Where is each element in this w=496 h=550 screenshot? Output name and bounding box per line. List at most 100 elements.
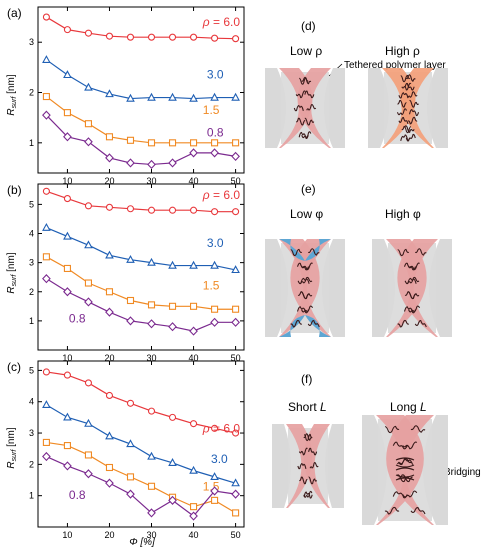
data-point-diamond: [189, 148, 198, 158]
polymer-chain: [304, 117, 315, 126]
polymer-chain: [304, 433, 313, 442]
bridging-chain: [395, 477, 415, 481]
data-point-diamond: [42, 274, 51, 284]
data-point-circle: [190, 206, 198, 214]
x-tick-label: 40: [189, 176, 199, 186]
data-point-circle: [168, 33, 177, 41]
bridging-chain: [395, 467, 415, 471]
data-point-circle: [84, 29, 92, 37]
diagram-f-right-junction: [362, 415, 448, 525]
data-point-square: [63, 442, 71, 450]
polymer-chain: [407, 91, 418, 98]
series-label: ρ = 6.0: [202, 421, 241, 435]
x-tick-label: 20: [104, 176, 114, 186]
data-point-triangle: [168, 260, 177, 269]
series-label: ρ = 6.0: [202, 15, 241, 29]
data-point-diamond: [147, 319, 156, 329]
data-point-circle: [126, 205, 135, 213]
data-point-diamond: [126, 316, 135, 326]
y-tick-label: 4: [29, 397, 34, 407]
series-line: [46, 190, 236, 213]
polymer-chain: [303, 491, 313, 499]
series-label: 0.8: [69, 312, 86, 326]
polymer-chain: [290, 248, 303, 257]
data-point-triangle: [63, 412, 72, 421]
data-point-square: [232, 139, 240, 147]
data-point-diamond: [126, 489, 135, 499]
y-tick-label: 1: [29, 491, 34, 501]
polymer-chain: [392, 441, 408, 450]
data-point-diamond: [210, 317, 219, 327]
data-point-square: [190, 139, 198, 147]
data-point-square: [232, 305, 240, 313]
diagram-d-right-junction: [368, 68, 448, 148]
polymer-layer-outer: [305, 239, 331, 261]
diagram-e-left-label: Low φ: [290, 207, 323, 221]
diagram-e-right-junction: [372, 239, 452, 337]
diagram-d-left-junction: [265, 68, 345, 148]
data-point-square: [42, 253, 50, 261]
data-point-triangle: [210, 92, 219, 101]
diagram-d-note: Tethered polymer layer: [344, 60, 446, 71]
data-point-triangle: [42, 222, 51, 231]
x-tick-label: 40: [189, 530, 199, 540]
series-label: ρ = 6.0: [202, 188, 241, 202]
data-point-square: [168, 139, 177, 147]
series-label: 3.0: [207, 236, 224, 250]
chart-panel-a: (a) 10 20 30 40 50 1 2 3 ρ = 6.0 3.0 1.5 0.8 Rsurf …: [6, 6, 245, 186]
series-line: [46, 278, 236, 332]
y-axis-label-b: Rsurf [nm]: [6, 252, 18, 293]
data-point-square: [190, 302, 198, 310]
series-line: [46, 256, 236, 310]
panel-label-e: (e): [301, 182, 316, 196]
data-point-triangle: [147, 451, 156, 460]
polymer-chain: [401, 125, 411, 134]
diagram-d-left-label: Low ρ: [290, 44, 322, 58]
particle-core: [324, 68, 345, 148]
data-point-square: [84, 120, 92, 128]
polymer-chain: [410, 425, 426, 433]
particle-core: [325, 424, 344, 508]
y-axis-label-a: Rsurf [nm]: [6, 74, 18, 115]
polymer-chain: [400, 134, 411, 141]
x-tick-label: 10: [62, 530, 72, 540]
polymer-chain: [414, 320, 427, 328]
data-point-triangle: [126, 439, 135, 448]
data-point-triangle: [231, 478, 240, 487]
data-point-triangle: [126, 93, 135, 102]
plot-area-a: 10 20 30 40 50 1 2 3 ρ = 6.0 3.0 1.5 0.8: [29, 6, 245, 186]
particle-core: [272, 424, 291, 508]
y-tick-label: 4: [29, 229, 34, 239]
plot-area-b: 10 20 30 40 50 1 2 3 4 5 ρ = 6.0 3.0 1.5 0.8: [29, 183, 245, 363]
polymer-chain: [398, 92, 409, 99]
data-point-circle: [232, 429, 240, 437]
data-point-square: [42, 92, 50, 101]
y-tick-label: 2: [29, 459, 34, 469]
polymer-chain: [404, 277, 417, 285]
x-tick-label: 40: [189, 353, 199, 363]
polymer-chain: [298, 476, 308, 485]
data-point-triangle: [210, 260, 219, 269]
bridging-chain: [395, 474, 415, 478]
plot-frame: [37, 183, 245, 351]
data-point-triangle: [84, 418, 93, 427]
data-point-triangle: [105, 431, 114, 440]
data-point-square: [105, 463, 114, 472]
polymer-layer: [400, 68, 434, 148]
diagram-panel-f: (f) Short L Long L Bridging: [272, 372, 481, 525]
series-line: [46, 227, 236, 271]
data-point-triangle: [84, 240, 93, 249]
series-line: [46, 404, 236, 484]
x-tick-label: 30: [147, 530, 157, 540]
data-point-triangle: [84, 82, 93, 91]
polymer-chain: [400, 74, 411, 83]
data-point-triangle: [168, 458, 177, 466]
x-tick-label: 30: [147, 353, 157, 363]
y-tick-label: 2: [29, 88, 34, 98]
diagram-f-left-label: Short L: [288, 400, 327, 414]
data-point-circle: [105, 203, 114, 211]
y-tick-label: 5: [29, 199, 34, 209]
data-point-diamond: [231, 317, 240, 327]
data-point-diamond: [105, 153, 114, 163]
